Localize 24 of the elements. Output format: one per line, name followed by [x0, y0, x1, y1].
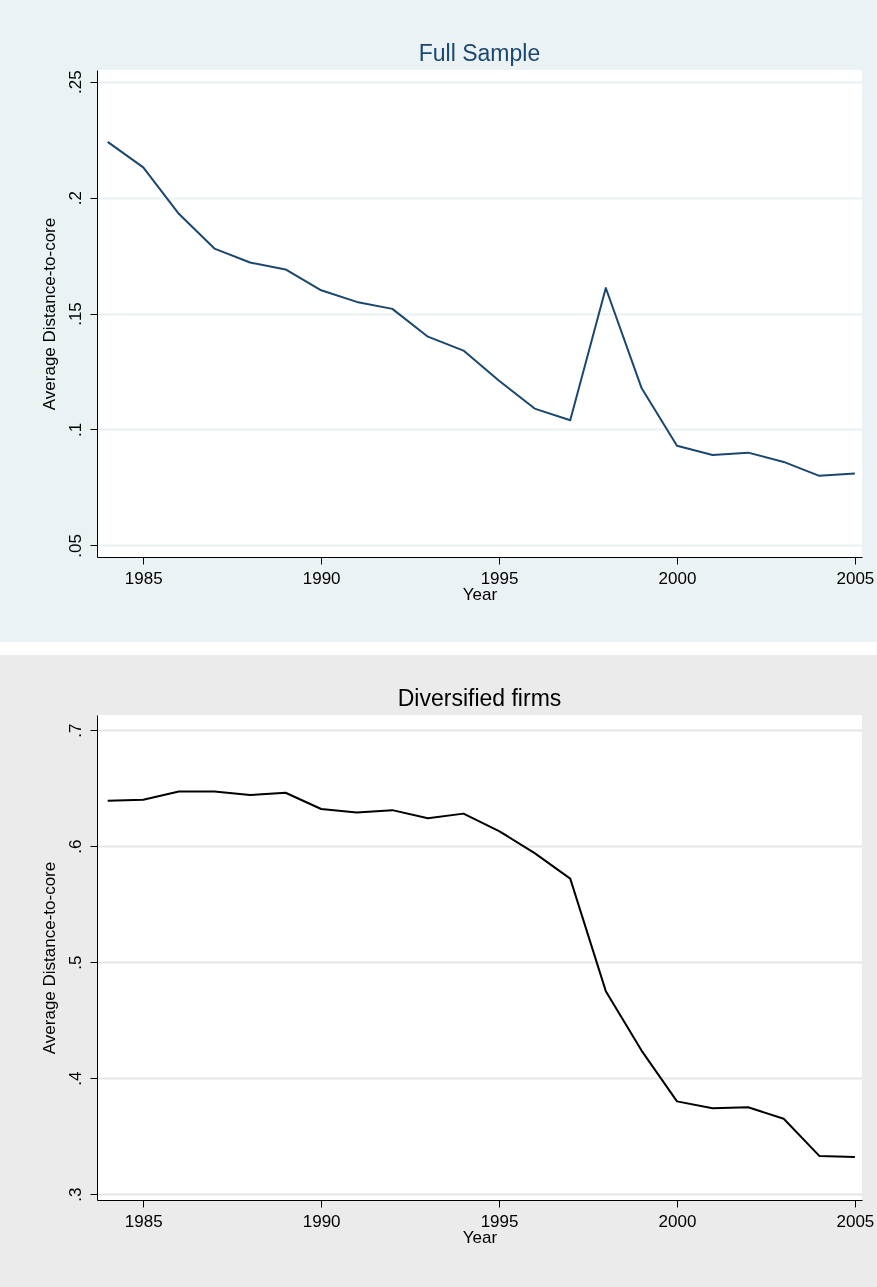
x-tick-label: 2005 — [836, 1211, 875, 1231]
y-tick-label: .25 — [65, 70, 85, 94]
y-tick-label: .6 — [65, 839, 85, 854]
y-axis-title: Average Distance-to-core — [39, 217, 59, 411]
x-tick-label: 2000 — [658, 568, 697, 588]
x-tick-label: 1990 — [302, 568, 341, 588]
y-tick-label: .1 — [65, 422, 85, 438]
y-axis-title: Average Distance-to-core — [39, 861, 59, 1055]
y-tick-label: .3 — [65, 1187, 85, 1202]
x-tick-label: 2005 — [836, 568, 875, 588]
y-tick-label: .15 — [65, 302, 85, 326]
chart-title: Full Sample — [418, 39, 541, 66]
x-tick-label: 1985 — [124, 568, 163, 588]
y-tick-label: .2 — [65, 190, 85, 206]
x-tick-label: 1990 — [302, 1211, 341, 1231]
x-tick-label: 2000 — [658, 1211, 697, 1231]
y-tick-label: .05 — [65, 534, 85, 558]
line-series — [106, 140, 856, 477]
chart-title: Diversified firms — [397, 685, 562, 711]
line-series — [106, 790, 856, 1159]
y-tick-label: .5 — [65, 955, 85, 970]
y-tick-label: .7 — [65, 723, 85, 738]
x-tick-label: 1985 — [124, 1211, 163, 1231]
y-tick-label: .4 — [65, 1071, 85, 1086]
